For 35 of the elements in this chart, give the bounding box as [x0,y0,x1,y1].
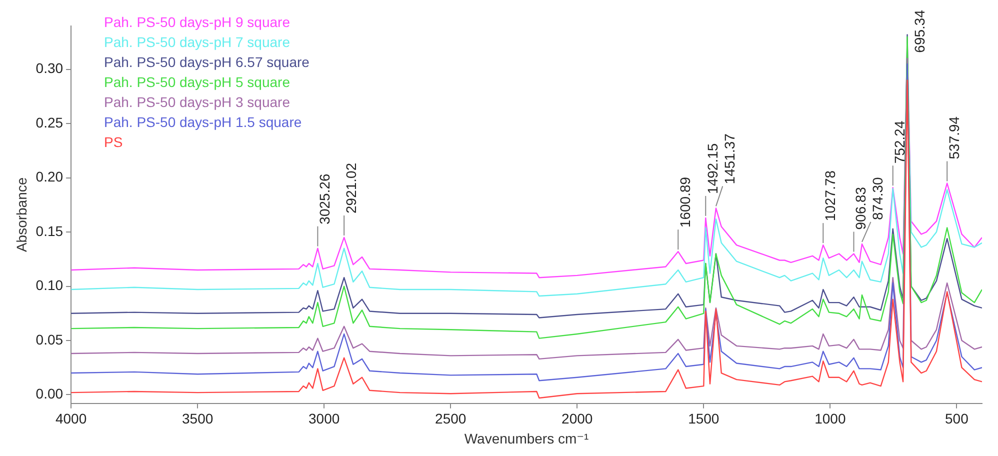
x-tick-label: 2000 [562,410,593,427]
annotation: 752.24 [892,120,908,164]
x-tick-label: 2500 [435,410,466,427]
x-tick-label: 4000 [55,410,87,427]
text: Pah. PS-50 days-pH 1.5 square [104,113,303,132]
annotation: 1492.15 [704,143,720,194]
x-axis-title: Wavenumbers cm⁻¹ [464,430,590,446]
annotation: 2921.02 [342,162,359,214]
x-tick-label: 1500 [688,410,720,427]
x-tick-label: 3500 [182,410,214,427]
text: Pah. PS-50 days-pH 9 square [104,13,291,32]
annotation: 1600.89 [676,176,693,228]
y-axis-title: Absorbance [13,177,30,252]
annotation: 695.34 [912,10,928,53]
annotation: 874.30 [870,176,886,220]
annotation: 537.94 [946,116,962,160]
x-tick-label: 3000 [308,410,340,427]
text: PS [104,133,124,152]
y-tick-label: 0.25 [36,114,64,130]
annotation: 3025.26 [316,174,333,224]
y-tick-label: 0.05 [36,331,64,348]
annotation: 906.83 [852,186,869,230]
x-tick-label: 1000 [814,410,846,427]
y-tick-label: 0.20 [36,168,64,185]
y-tick-label: 0.00 [36,386,64,402]
text: Pah. PS-50 days-pH 5 square [104,73,291,92]
y-tick-label: 0.15 [36,222,64,239]
y-tick-label: 0.10 [36,277,64,294]
text: Pah. PS-50 days-pH 3 square [104,93,291,112]
text: Pah. PS-50 days-pH 6.57 square [104,53,310,72]
y-tick-label: 0.30 [36,60,64,76]
annotation: 1451.37 [722,133,738,184]
annotation: 1027.78 [822,170,838,222]
x-tick-label: 500 [945,410,969,427]
text: Pah. PS-50 days-pH 7 square [104,33,291,52]
